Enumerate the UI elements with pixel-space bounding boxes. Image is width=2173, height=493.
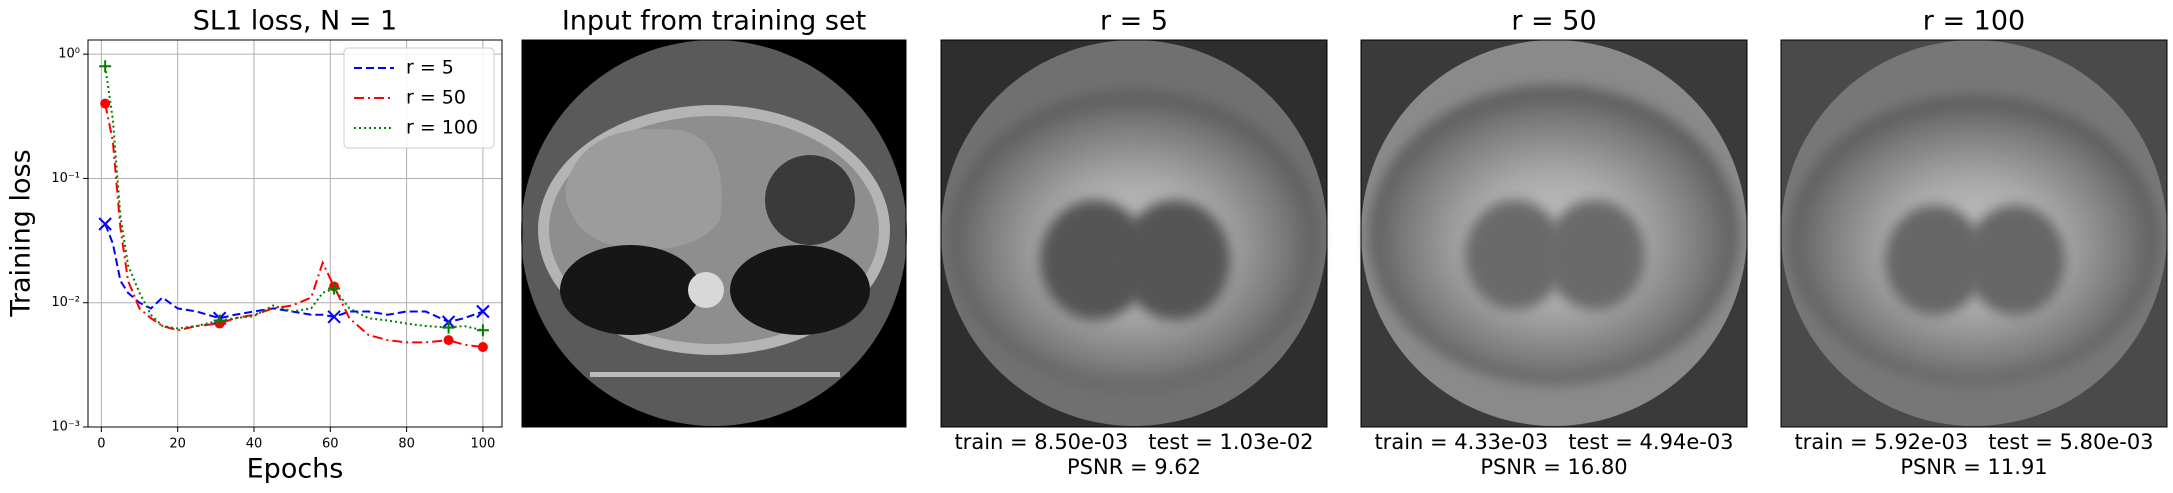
x-tick-label: 20 (169, 437, 186, 452)
panel-metrics: train = 8.50e-03 test = 1.03e-02 (954, 430, 1313, 454)
y-tick-label: 10⁻¹ (51, 171, 80, 186)
marker (327, 310, 341, 324)
y-tick-label: 10⁰ (58, 47, 80, 62)
marker (476, 304, 490, 319)
legend-box (343, 47, 495, 149)
panel-metrics: train = 4.33e-03 test = 4.94e-03 (1374, 430, 1733, 454)
marker (476, 324, 489, 337)
marker (99, 60, 112, 73)
legend-label: r = 100 (406, 117, 478, 139)
y-tick-label: 10⁻³ (51, 420, 80, 435)
reconstruction-image (1361, 40, 1747, 427)
panel-psnr: PSNR = 16.80 (1480, 455, 1627, 479)
legend-label: r = 5 (406, 57, 454, 79)
marker (477, 342, 488, 353)
reconstruction-image (1781, 40, 2167, 427)
series-line (104, 223, 484, 324)
x-tick-label: 60 (322, 437, 339, 452)
x-tick-label: 0 (97, 437, 105, 452)
panel-psnr: PSNR = 11.91 (1900, 455, 2047, 479)
x-tick-label: 80 (398, 437, 415, 452)
marker (442, 321, 455, 334)
panel-psnr: PSNR = 9.62 (1067, 455, 1201, 479)
chart-title: SL1 loss, N = 1 (193, 6, 397, 37)
legend-label: r = 50 (406, 87, 466, 109)
plot-frame (87, 39, 503, 428)
panel-metrics: train = 5.92e-03 test = 5.80e-03 (1794, 430, 2153, 454)
marker (328, 282, 341, 295)
marker (213, 314, 226, 327)
y-axis-label: Training loss (6, 149, 37, 317)
input-image (521, 40, 907, 427)
y-tick-label: 10⁻² (51, 295, 80, 310)
panel-title: r = 50 (1511, 6, 1596, 37)
panel-title: Input from training set (562, 6, 866, 37)
x-tick-label: 100 (471, 437, 496, 452)
x-tick-label: 40 (246, 437, 263, 452)
marker (98, 217, 112, 231)
marker (100, 98, 111, 109)
series-line (104, 103, 484, 349)
panel-title: r = 5 (1100, 6, 1168, 37)
panel-title: r = 100 (1923, 6, 2025, 37)
reconstruction-image (941, 40, 1327, 427)
series-line (104, 66, 484, 332)
marker (443, 335, 454, 346)
x-axis-label: Epochs (247, 454, 344, 485)
